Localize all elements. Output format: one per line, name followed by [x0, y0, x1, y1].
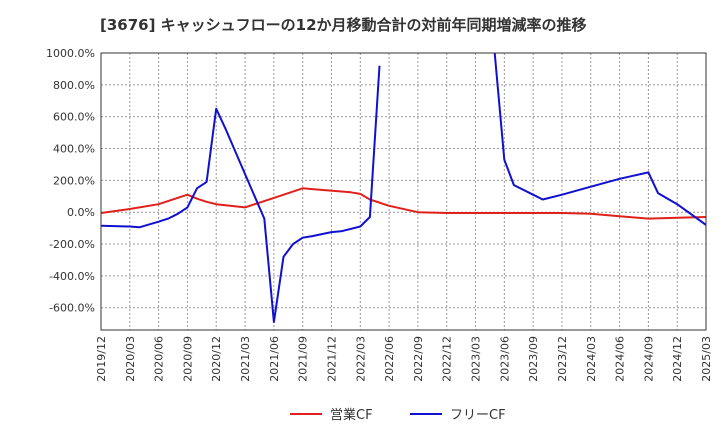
y-axis-ticks: 1000.0% 800.0% 600.0% 400.0% 200.0% 0.0% -200.… [46, 47, 95, 315]
x-tick-label: 2023/09 [527, 336, 540, 382]
legend-label: フリーCF [450, 408, 506, 423]
x-tick-label: 2023/06 [498, 336, 511, 382]
x-tick-label: 2021/03 [239, 336, 252, 382]
x-tick-label: 2024/03 [585, 336, 598, 382]
series-2 [101, 53, 706, 323]
plot-area [101, 53, 706, 330]
x-tick-label: 2019/12 [95, 336, 108, 382]
x-tick-label: 2021/09 [297, 336, 310, 382]
series-line [493, 53, 706, 226]
x-tick-label: 2023/12 [556, 336, 569, 382]
chart-title: [3676] キャッシュフローの12か月移動合計の対前年同期増減率の推移 [100, 16, 587, 34]
x-tick-label: 2024/12 [671, 336, 684, 382]
series-line [101, 65, 381, 323]
x-tick-label: 2022/06 [383, 336, 396, 382]
x-tick-label: 2022/09 [412, 336, 425, 382]
x-tick-label: 2020/09 [181, 336, 194, 382]
grid [101, 52, 706, 330]
y-tick-label: 400.0% [53, 143, 95, 156]
y-tick-label: 1000.0% [46, 47, 95, 60]
y-tick-label: -200.0% [49, 238, 95, 251]
x-axis-ticks: 2019/12 2020/03 2020/06 2020/09 2020/12 2021/… [95, 336, 713, 382]
x-tick-label: 2022/12 [441, 336, 454, 382]
y-tick-label: -600.0% [49, 302, 95, 315]
y-tick-label: 800.0% [53, 79, 95, 92]
plot-frame [100, 52, 707, 331]
x-tick-label: 2023/03 [470, 336, 483, 382]
x-tick-label: 2020/03 [124, 336, 137, 382]
axes [100, 52, 707, 331]
x-tick-label: 2024/06 [614, 336, 627, 382]
x-tick-label: 2020/12 [210, 336, 223, 382]
series-line [101, 187, 706, 220]
x-tick-label: 2020/06 [153, 336, 166, 382]
x-tick-label: 2022/03 [354, 336, 367, 382]
y-tick-label: -400.0% [49, 270, 95, 283]
legend: 営業CF フリーCF [290, 407, 506, 423]
legend-label: 営業CF [330, 407, 373, 423]
x-tick-label: 2024/09 [642, 336, 655, 382]
series-1 [101, 187, 706, 220]
x-tick-label: 2021/06 [268, 336, 281, 382]
x-tick-label: 2021/12 [325, 336, 338, 382]
x-tick-label: 2025/03 [700, 336, 713, 382]
y-tick-label: 600.0% [53, 111, 95, 124]
y-tick-label: 0.0% [67, 206, 95, 219]
series-group [101, 53, 706, 323]
y-tick-label: 200.0% [53, 174, 95, 187]
